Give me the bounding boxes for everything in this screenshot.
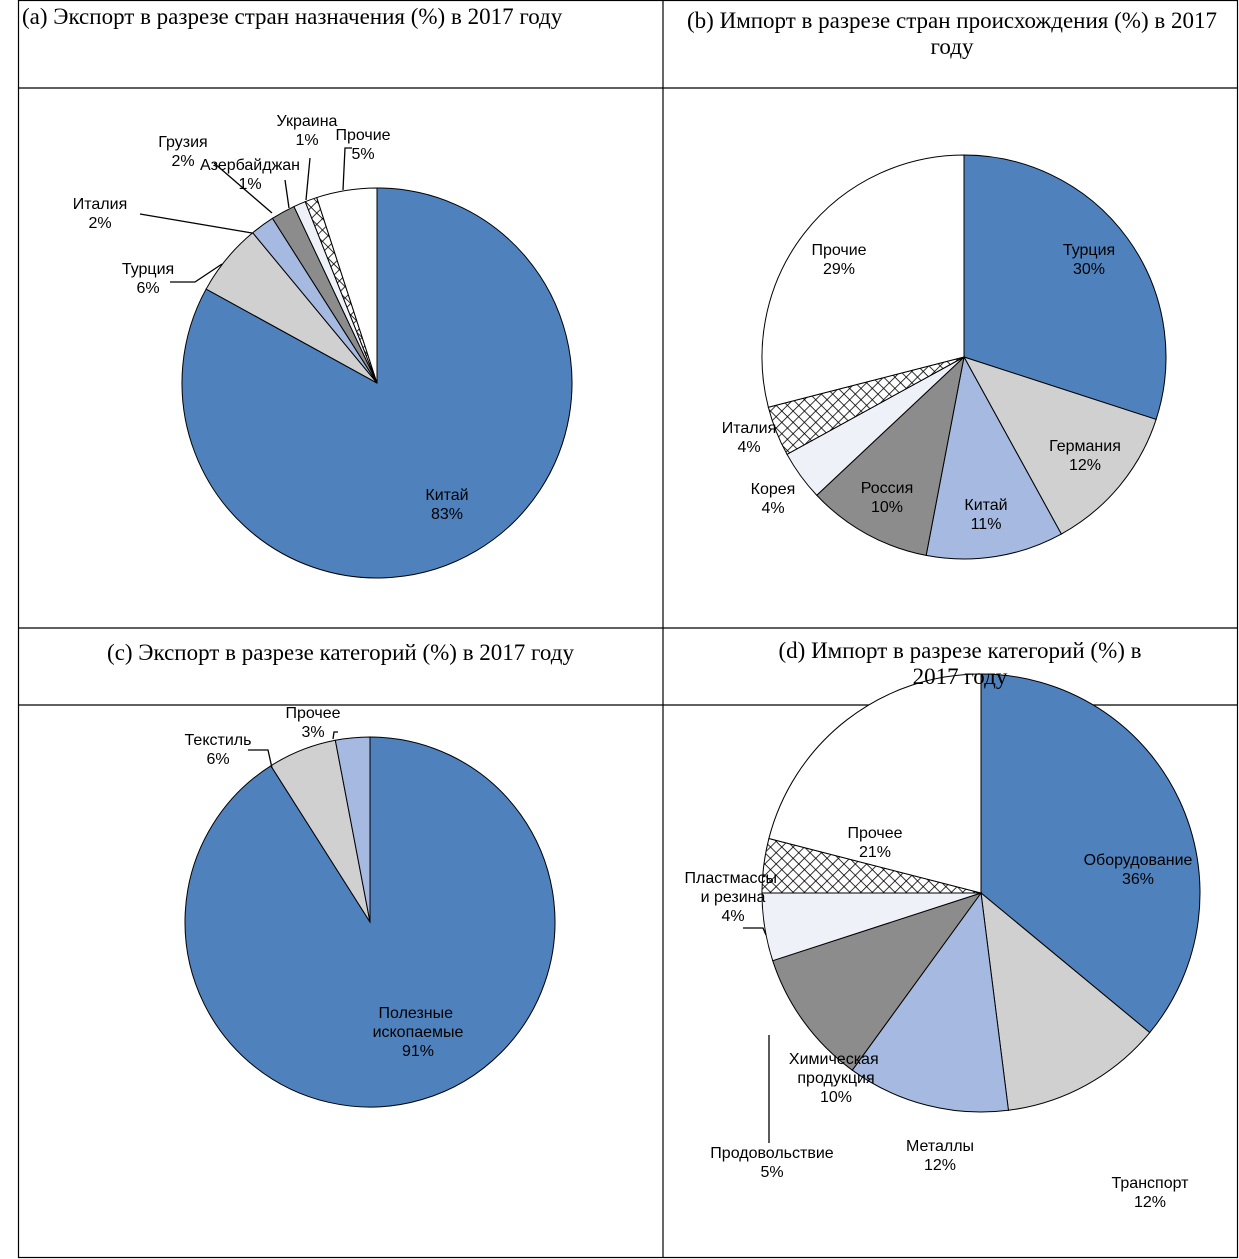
chart-title: (a) Экспорт в разрезе стран назначения (… <box>22 4 563 29</box>
leader-line <box>284 179 290 209</box>
pie-slice <box>768 673 982 894</box>
slice-label: Прочие <box>335 127 390 144</box>
pie-slice <box>980 891 1151 1111</box>
pie-slice <box>772 892 983 1071</box>
slice-value-label: 36% <box>1122 871 1154 888</box>
chart-title: (b) Импорт в разрезе стран происхождения… <box>687 8 1217 59</box>
leader-line <box>213 162 273 214</box>
slice-label: Оборудование <box>1084 852 1193 869</box>
slice-label: Китай <box>425 487 468 504</box>
slice-label: Прочие <box>811 242 866 259</box>
slice-value-label: 5% <box>351 146 374 163</box>
slice-value-label: 3% <box>301 724 324 741</box>
slice-value-label: 10% <box>871 499 903 516</box>
leader-line <box>248 749 273 769</box>
slice-value-label: 29% <box>823 261 855 278</box>
slice-label: Италия <box>722 420 776 437</box>
slice-label: Прочее <box>847 825 902 842</box>
slice-label: Турция <box>122 261 174 278</box>
slice-value-label: 5% <box>760 1164 783 1181</box>
chart-title: (c) Экспорт в разрезе категорий (%) в 20… <box>107 640 574 665</box>
leader-line <box>139 213 253 234</box>
pie-slice <box>816 355 965 557</box>
slice-value-label: 4% <box>737 439 760 456</box>
slice-value-label: 12% <box>1069 457 1101 474</box>
slice-value-label: 2% <box>88 215 111 232</box>
pie-slice <box>851 891 1010 1113</box>
slice-label: Химическая продукция <box>789 1051 883 1087</box>
leader-line <box>305 157 311 201</box>
slice-value-label: 1% <box>295 132 318 149</box>
slice-label: Грузия <box>158 134 207 151</box>
slice-label: Германия <box>1049 438 1121 455</box>
pie-chart: Турция 30% Германия 12% Китай 11% Россия 10% Кор… <box>722 154 1167 560</box>
slice-value-label: 12% <box>924 1157 956 1174</box>
pie-slice <box>963 154 1167 421</box>
pie-slice <box>962 356 1157 535</box>
slice-label: Прочее <box>285 705 340 722</box>
slice-label: Турция <box>1063 242 1115 259</box>
pie-chart: Полезные ископаемые 91% Текстиль 6% Прочее 3% <box>185 705 556 1108</box>
chart-title: (d) Импорт в разрезе категорий (%) в 201… <box>778 638 1142 689</box>
slice-value-label: 1% <box>238 176 261 193</box>
slice-label: Китай <box>964 497 1007 514</box>
slice-label: Металлы <box>906 1138 974 1155</box>
slice-label: Полезные ископаемые <box>373 1005 464 1041</box>
leader-line <box>170 263 223 283</box>
pie-slice <box>761 154 965 408</box>
slice-value-label: 6% <box>206 751 229 768</box>
slice-label: Азербайджан <box>200 157 300 174</box>
slice-value-label: 12% <box>1134 1194 1166 1211</box>
slice-label: Италия <box>73 196 127 213</box>
slice-label: Транспорт <box>1112 1175 1190 1192</box>
pie-chart: Оборудование 36% Транспорт 12% Металлы 12% Хим… <box>685 673 1201 1211</box>
leader-line <box>342 147 352 191</box>
slice-value-label: 21% <box>859 844 891 861</box>
pie-slice <box>925 355 1062 560</box>
pie-slice <box>334 736 371 923</box>
pie-slice <box>316 187 378 384</box>
slice-value-label: 91% <box>402 1043 434 1060</box>
slice-label: Пластмассы и резина <box>685 870 782 906</box>
slice-label: Корея <box>751 481 796 498</box>
slice-value-label: 6% <box>136 280 159 297</box>
slice-value-label: 11% <box>971 516 1002 533</box>
slice-value-label: 30% <box>1073 261 1105 278</box>
pie-chart: Китай 83% Турция 6% Италия 2% Грузия 2% Азербайд… <box>73 113 573 579</box>
slice-value-label: 4% <box>721 908 744 925</box>
slice-label: Украина <box>277 113 338 130</box>
slice-label: Текстиль <box>185 732 252 749</box>
slice-label: Россия <box>861 480 913 497</box>
slice-value-label: 83% <box>431 506 463 523</box>
pie-slice <box>980 673 1201 1034</box>
leader-line <box>332 731 338 740</box>
slice-value-label: 10% <box>820 1089 852 1106</box>
slice-value-label: 4% <box>761 500 784 517</box>
slice-value-label: 2% <box>171 153 194 170</box>
leader-line <box>743 927 767 936</box>
slice-label: Продовольствие <box>710 1145 833 1162</box>
